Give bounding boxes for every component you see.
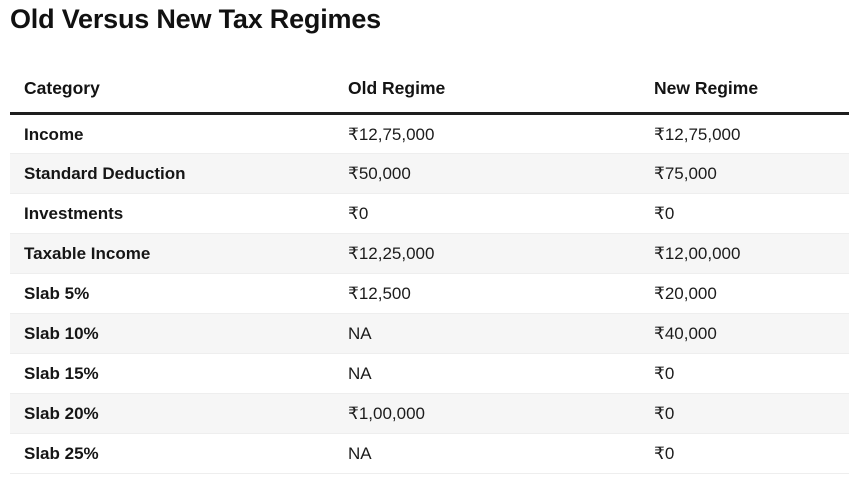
old-regime-value-cell: ₹12,500 [348, 273, 654, 314]
old-regime-value-cell: NA [348, 313, 654, 354]
category-cell: Slab 25% [10, 433, 348, 474]
new-regime-value-cell: ₹0 [654, 433, 849, 474]
old-regime-value-cell: ₹0 [348, 193, 654, 234]
table-row: Slab 20% ₹1,00,000 ₹0 [10, 393, 849, 434]
column-header-category: Category [10, 36, 348, 115]
table-body: Income ₹12,75,000 ₹12,75,000 Standard De… [10, 113, 849, 474]
old-regime-value-cell: NA [348, 433, 654, 474]
page-title: Old Versus New Tax Regimes [10, 4, 381, 34]
category-cell: Income [10, 113, 348, 154]
category-cell: Slab 5% [10, 273, 348, 314]
new-regime-value-cell: ₹12,00,000 [654, 233, 849, 274]
old-regime-value-cell: ₹50,000 [348, 153, 654, 194]
new-regime-value-cell: ₹0 [654, 193, 849, 234]
new-regime-value-cell: ₹40,000 [654, 313, 849, 354]
old-regime-value-cell: ₹12,75,000 [348, 113, 654, 154]
category-cell: Standard Deduction [10, 153, 348, 194]
table-row: Slab 10% NA ₹40,000 [10, 313, 849, 354]
old-regime-value-cell: ₹1,00,000 [348, 393, 654, 434]
category-cell: Slab 20% [10, 393, 348, 434]
category-cell: Taxable Income [10, 233, 348, 274]
new-regime-value-cell: ₹0 [654, 353, 849, 394]
new-regime-value-cell: ₹0 [654, 393, 849, 434]
table-row: Taxable Income ₹12,25,000 ₹12,00,000 [10, 233, 849, 274]
table-row: Standard Deduction ₹50,000 ₹75,000 [10, 153, 849, 194]
new-regime-value-cell: ₹20,000 [654, 273, 849, 314]
category-cell: Investments [10, 193, 348, 234]
table-row: Income ₹12,75,000 ₹12,75,000 [10, 113, 849, 154]
column-header-old-regime: Old Regime [348, 36, 654, 115]
new-regime-value-cell: ₹75,000 [654, 153, 849, 194]
old-regime-value-cell: NA [348, 353, 654, 394]
column-header-new-regime: New Regime [654, 36, 849, 115]
tax-comparison-table: Category Old Regime New Regime Income ₹1… [10, 36, 849, 474]
category-cell: Slab 10% [10, 313, 348, 354]
new-regime-value-cell: ₹12,75,000 [654, 113, 849, 154]
table-row: Investments ₹0 ₹0 [10, 193, 849, 234]
table-header: Category Old Regime New Regime [10, 36, 849, 115]
table-row: Slab 25% NA ₹0 [10, 433, 849, 474]
table-row: Slab 5% ₹12,500 ₹20,000 [10, 273, 849, 314]
category-cell: Slab 15% [10, 353, 348, 394]
old-regime-value-cell: ₹12,25,000 [348, 233, 654, 274]
table-row: Slab 15% NA ₹0 [10, 353, 849, 394]
